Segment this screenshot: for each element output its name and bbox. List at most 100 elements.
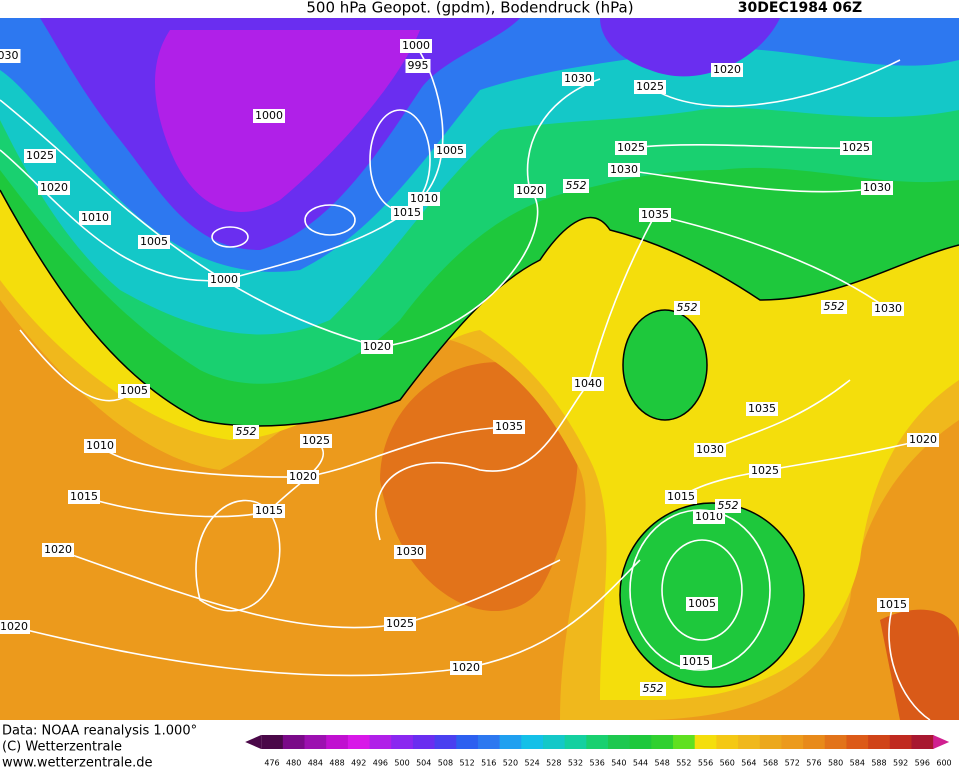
geopotential-label-box	[715, 499, 741, 513]
isobar-label: 1020	[363, 340, 391, 353]
colorbar-swatch	[391, 735, 414, 749]
isobar-label-box	[38, 181, 70, 195]
isobar-label: 1025	[751, 464, 779, 477]
geopotential-label: 552	[677, 301, 698, 314]
isobar-label: 1030	[564, 72, 592, 85]
colorbar-tick-label: 588	[871, 759, 886, 768]
geopotential-label-box	[640, 682, 666, 696]
colorbar-tick-label: 536	[590, 759, 605, 768]
isobar	[13, 559, 641, 677]
isobar-label: 1005	[120, 384, 148, 397]
map-field	[0, 18, 959, 720]
colorbar: 476 480 484 488 492 496 500 504 508 512 516 520 524 5…	[245, 735, 952, 768]
isobar-label: 1020	[516, 184, 544, 197]
isobar-label-box	[514, 184, 546, 198]
map-date: 30DEC1984 06Z	[738, 0, 862, 16]
isobar-label: 1040	[574, 377, 602, 390]
isobar-label-box	[639, 208, 671, 222]
isobar	[304, 204, 356, 236]
colorbar-tick-label: 520	[503, 759, 518, 768]
colorbar-swatch	[911, 735, 934, 749]
geopotential-label-box	[821, 300, 847, 314]
isobar-label: 1010	[695, 510, 723, 523]
isobar-label-box	[408, 192, 440, 206]
colorbar-tick-label: 556	[698, 759, 713, 768]
geopotential-label-box	[563, 179, 589, 193]
isobar-label: 030	[0, 49, 19, 62]
isobar	[661, 539, 743, 641]
field-green-cell	[622, 309, 708, 421]
isobar-label: 1000	[402, 39, 430, 52]
isobar-label-box	[253, 109, 285, 123]
geopotential-label: 552	[236, 425, 257, 438]
isobar-label-box	[686, 597, 718, 611]
isobar-label: 1000	[210, 273, 238, 286]
colorbar-tick-label: 532	[568, 759, 583, 768]
isobar-label: 1025	[386, 617, 414, 630]
isobar-label: 1035	[495, 420, 523, 433]
isobar-label: 1025	[302, 434, 330, 447]
colorbar-tick-label: 600	[936, 759, 951, 768]
isobar-label-box	[361, 340, 393, 354]
footer-copyright: (C) Wetterzentrale	[2, 740, 122, 755]
colorbar-swatch	[477, 735, 501, 749]
isobar-label: 1015	[879, 598, 907, 611]
isobar-label-box	[0, 620, 30, 634]
colorbar-swatch	[542, 735, 566, 749]
colorbar-swatch	[629, 735, 652, 749]
isobar-label: 1010	[410, 192, 438, 205]
isobar-label-box	[861, 181, 893, 195]
isobar-label: 1030	[874, 302, 902, 315]
isobar-label-box	[877, 598, 909, 612]
isobar-label: 1030	[696, 443, 724, 456]
isobar-label: 995	[408, 59, 429, 72]
isobar-label-box	[253, 504, 285, 518]
colorbar-tick-label: 480	[286, 759, 301, 768]
colorbar-swatch	[282, 735, 306, 749]
isobar-label: 1025	[842, 141, 870, 154]
colorbar-swatch	[412, 735, 436, 749]
isobar-label-box	[394, 545, 426, 559]
isobar-label-box	[118, 384, 150, 398]
isobar-label: 1020	[909, 433, 937, 446]
colorbar-tick-label: 596	[915, 759, 930, 768]
isobar-label: 1005	[688, 597, 716, 610]
colorbar-tick-label: 508	[438, 759, 453, 768]
geopotential-label-box	[233, 425, 259, 439]
colorbar-tick-label: 592	[893, 759, 908, 768]
isobar-label-box	[562, 72, 594, 86]
isobar-label: 1015	[393, 206, 421, 219]
colorbar-swatch	[781, 735, 804, 749]
colorbar-tick-label: 512	[459, 759, 474, 768]
colorbar-tick-label: 540	[611, 759, 626, 768]
isobar-label: 1035	[641, 208, 669, 221]
isobar-label-box	[711, 63, 743, 77]
colorbar-tick-label: 492	[351, 759, 366, 768]
colorbar-swatch	[759, 735, 782, 749]
isobar-label-box	[450, 661, 482, 675]
isobar	[888, 604, 931, 721]
isobar-label-box	[384, 617, 416, 631]
colorbar-tick-label: 572	[785, 759, 800, 768]
isobar-label-box	[138, 235, 170, 249]
colorbar-swatch	[608, 735, 631, 749]
isobar-label-box	[287, 470, 319, 484]
isobar-label: 1030	[863, 181, 891, 194]
isobar-label-box	[746, 402, 778, 416]
colorbar-swatch	[673, 735, 696, 749]
colorbar-tick-label: 564	[741, 759, 756, 768]
isobar-label-box	[840, 141, 872, 155]
isobar-label-box	[68, 490, 100, 504]
geopotential-label: 552	[718, 499, 739, 512]
colorbar-tick-label: 560	[720, 759, 735, 768]
isobar-label-box	[405, 59, 431, 73]
isobar-label: 1025	[26, 149, 54, 162]
isobar	[211, 226, 249, 248]
colorbar-tick-label: 580	[828, 759, 843, 768]
geopotential-label: 552	[824, 300, 845, 313]
colorbar-swatch	[369, 735, 392, 749]
colorbar-swatch	[499, 735, 522, 749]
isobar-label: 1020	[713, 63, 741, 76]
isobar-label-box	[634, 80, 666, 94]
colorbar-swatch	[521, 735, 544, 749]
